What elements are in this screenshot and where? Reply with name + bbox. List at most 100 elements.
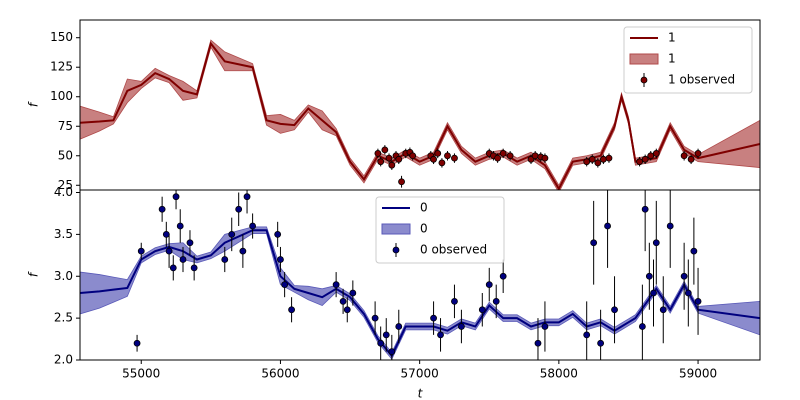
observation — [652, 150, 660, 157]
observation — [409, 152, 417, 160]
observation — [680, 272, 688, 280]
legend-label: 1 — [668, 52, 676, 66]
observation — [339, 297, 347, 305]
observation — [694, 150, 702, 157]
observation — [281, 281, 289, 289]
observation — [599, 155, 607, 163]
observation — [239, 247, 247, 255]
observation — [659, 306, 667, 314]
observation — [494, 154, 502, 162]
observation — [343, 306, 351, 314]
observation — [332, 281, 340, 289]
observation — [165, 247, 173, 255]
observation — [590, 239, 598, 247]
observation — [534, 339, 542, 347]
y-tick-label: 2.0 — [54, 353, 73, 367]
y-tick-label: 25 — [58, 178, 73, 192]
observation — [274, 230, 282, 238]
observation — [377, 158, 385, 166]
x-axis-label: t — [418, 387, 424, 400]
y-tick-label: 4.0 — [54, 185, 73, 199]
observation — [249, 222, 257, 230]
observation — [158, 205, 166, 213]
observation — [176, 222, 184, 230]
observation — [430, 314, 437, 322]
legend-box — [375, 196, 505, 264]
observation — [371, 314, 379, 322]
observation — [434, 150, 442, 157]
observation — [186, 239, 194, 247]
legend-label: 0 observed — [420, 243, 487, 257]
legend-label: 0 — [420, 222, 428, 236]
observation — [611, 306, 618, 314]
observation — [398, 178, 405, 186]
y-axis-label: f — [27, 271, 41, 277]
legend-box — [623, 26, 753, 94]
observation — [684, 289, 692, 297]
observation — [666, 222, 674, 230]
x-tick-label: 58000 — [540, 367, 578, 381]
observation — [172, 193, 180, 201]
plot-area — [80, 190, 760, 360]
observation — [499, 150, 507, 157]
observation — [680, 152, 688, 160]
x-tick-label: 59000 — [679, 367, 717, 381]
observation — [288, 306, 295, 314]
observation — [541, 323, 549, 330]
observation — [638, 323, 646, 330]
observation — [499, 272, 507, 280]
observation — [541, 154, 549, 162]
observation — [694, 297, 702, 305]
observation — [531, 152, 539, 160]
observation — [485, 281, 493, 289]
observation — [388, 348, 396, 356]
x-tick-label: 55000 — [122, 367, 160, 381]
observation — [395, 155, 403, 163]
observation — [458, 323, 465, 330]
y-tick-label: 3.5 — [54, 227, 73, 241]
observation — [162, 230, 170, 238]
observation — [437, 331, 444, 339]
observation — [385, 154, 393, 162]
y-axis-label: f — [27, 101, 41, 107]
plot-area — [80, 39, 760, 190]
observation — [636, 158, 643, 166]
legend-label: 1 — [668, 31, 676, 45]
observation — [374, 150, 382, 157]
observation — [583, 331, 591, 339]
observation — [382, 331, 390, 339]
x-tick-label: 56000 — [261, 367, 299, 381]
y-tick-label: 150 — [50, 30, 73, 44]
observation — [377, 339, 385, 347]
observation — [438, 159, 446, 167]
y-tick-label: 2.5 — [54, 311, 73, 325]
y-tick-label: 125 — [50, 60, 73, 74]
observation — [645, 272, 653, 280]
legend-swatch — [629, 53, 659, 65]
observation — [243, 193, 251, 201]
y-tick-label: 3.0 — [54, 269, 73, 283]
observation — [169, 264, 177, 272]
observation — [451, 297, 458, 305]
observation — [478, 306, 486, 314]
observation — [395, 323, 403, 330]
observation — [597, 339, 605, 347]
observation — [583, 158, 591, 166]
observation — [588, 155, 596, 163]
observation — [430, 155, 437, 163]
legend-marker — [392, 246, 400, 254]
legend-label: 1 observed — [668, 73, 735, 87]
observation — [690, 247, 698, 255]
observation — [444, 152, 451, 160]
legend-swatch — [381, 223, 411, 235]
observation — [492, 297, 500, 305]
legend-marker — [640, 76, 648, 84]
observation — [506, 152, 514, 160]
observation — [133, 339, 141, 347]
y-tick-label: 75 — [58, 119, 73, 133]
observation — [594, 159, 602, 167]
observation — [652, 239, 660, 247]
observation — [137, 247, 145, 255]
